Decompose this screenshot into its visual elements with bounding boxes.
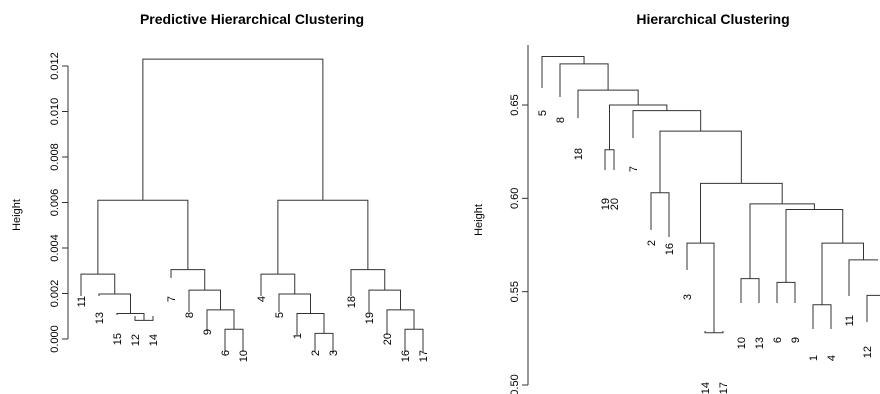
chart1-merge-link	[98, 293, 131, 314]
chart2-y-tick-label: 0.60	[509, 188, 521, 209]
chart1-y-tick-label: 0.000	[49, 325, 61, 353]
chart1-merge-link	[260, 273, 296, 296]
chart2-leaf-label: 6	[772, 337, 784, 343]
chart2-merge-link	[559, 63, 609, 97]
chart2-merge-link	[686, 242, 715, 333]
chart1-merge-link	[116, 313, 145, 321]
chart2-leaf-label: 16	[664, 243, 676, 255]
chart2-merge-link	[866, 294, 880, 322]
chart1-leaf-label: 10	[238, 350, 250, 362]
chart1-merge-link	[296, 313, 325, 335]
chart2-merge-link	[812, 304, 832, 329]
chart2-merge-link	[604, 149, 615, 170]
chart1-merge-link	[80, 273, 116, 296]
chart2-leaf-label: 8	[555, 117, 567, 123]
chart-predictive-hierarchical-clustering: Predictive Hierarchical Clustering Heigh…	[11, 11, 430, 362]
chart2-merge-link	[848, 259, 878, 296]
chart2-merge-link	[749, 203, 815, 279]
chart1-y-axis-label: Height	[11, 199, 23, 231]
chart1-leaf-label: 7	[166, 296, 178, 302]
chart1-leaf-label: 11	[76, 296, 88, 307]
chart2-merge-link	[700, 182, 783, 244]
chart2-leaf-label: 18	[573, 148, 585, 160]
chart2-y-axis-label: Height	[473, 204, 485, 236]
chart1-leaf-label: 12	[130, 334, 142, 346]
chart1-merge-link	[386, 309, 415, 335]
chart2-merge-link	[776, 281, 796, 303]
chart2-merge-link	[609, 104, 668, 150]
chart1-merge-link	[224, 328, 244, 352]
chart1-leaf-label: 8	[184, 312, 196, 318]
chart2-merge-link	[541, 55, 585, 88]
chart1-leaf-label: 16	[400, 350, 412, 362]
chart2-leaf-label: 10	[736, 337, 748, 349]
chart2-leaf-label: 13	[754, 337, 766, 349]
chart2-merge-link	[740, 278, 760, 303]
chart2-merge-link	[785, 209, 844, 283]
chart2-merge-link	[650, 192, 670, 237]
chart1-y-tick-label: 0.004	[49, 234, 61, 262]
chart1-merge-link	[277, 199, 369, 275]
chart2-leaf-label: 20	[609, 198, 621, 210]
chart2-leaf-label: 9	[790, 337, 802, 343]
chart2-leaf-label: 3	[682, 294, 694, 300]
chart2-y-tick-label: 0.50	[509, 374, 521, 394]
chart1-merge-link	[188, 289, 221, 312]
chart1-leaf-label: 17	[418, 350, 430, 362]
chart1-merge-link	[314, 332, 334, 352]
chart1-title: Predictive Hierarchical Clustering	[140, 11, 364, 27]
chart2-leaf-label: 1	[808, 355, 820, 361]
chart2-y-axis: 0.50 0.55 0.60 0.65	[509, 45, 529, 394]
chart2-leaf-label: 7	[628, 166, 640, 172]
chart1-leaf-label: 3	[328, 350, 340, 356]
chart2-leaf-label: 11	[844, 315, 856, 326]
chart1-leaf-label: 19	[364, 312, 376, 324]
chart1-y-tick-label: 0.002	[49, 280, 61, 308]
chart2-leaf-label: 2	[646, 240, 658, 246]
chart2-leaf-label: 19	[600, 198, 612, 210]
chart1-leaf-label: 18	[346, 296, 358, 308]
chart2-leaf-label: 5	[537, 110, 549, 116]
chart2-y-tick-label: 0.55	[509, 281, 521, 302]
chart1-y-tick-label: 0.012	[49, 52, 61, 80]
chart1-y-axis: 0.000 0.002 0.004 0.006 0.008 0.010 0.012	[49, 52, 69, 353]
chart1-leaf-label: 15	[112, 333, 124, 345]
chart2-leaf-label: 12	[862, 346, 874, 358]
chart-hierarchical-clustering: Hierarchical Clustering Height 0.500.550…	[473, 11, 880, 394]
chart1-merge-link	[404, 328, 424, 352]
chart1-leaf-label: 1	[292, 333, 304, 339]
chart1-y-tick-label: 0.008	[49, 143, 61, 171]
chart1-merge-link	[206, 309, 235, 331]
chart2-y-tick-label: 0.65	[509, 94, 521, 115]
chart2-merge-link	[821, 242, 864, 305]
chart1-y-tick-label: 0.006	[49, 189, 61, 217]
chart2-leaf-label: 4	[826, 355, 838, 361]
chart1-merge-link	[368, 289, 401, 312]
chart1-leaf-label: 5	[274, 312, 286, 318]
chart2-merge-link	[577, 89, 639, 118]
chart2-leaf-label: 14	[700, 382, 712, 394]
chart2-title: Hierarchical Clustering	[636, 11, 789, 27]
chart1-merge-link	[170, 269, 206, 291]
chart1-merge-link	[278, 293, 311, 314]
chart2-branches	[541, 55, 880, 334]
chart2-merge-link	[632, 110, 702, 138]
chart1-merge-link	[350, 269, 386, 296]
chart1-leaf-label: 2	[310, 350, 322, 356]
chart1-merge-link	[142, 58, 324, 201]
chart1-leaf-label: 6	[220, 350, 232, 356]
chart1-merge-link	[97, 199, 189, 275]
chart1-leaf-label: 4	[256, 296, 268, 302]
chart1-y-tick-label: 0.010	[49, 98, 61, 126]
chart1-leaf-label: 13	[94, 312, 106, 324]
chart1-leaf-label: 9	[202, 329, 214, 335]
chart1-leaf-label: 14	[148, 334, 160, 346]
chart1-branches	[80, 58, 424, 352]
chart1-leaf-label: 20	[382, 333, 394, 345]
chart2-leaf-label: 17	[718, 382, 730, 394]
